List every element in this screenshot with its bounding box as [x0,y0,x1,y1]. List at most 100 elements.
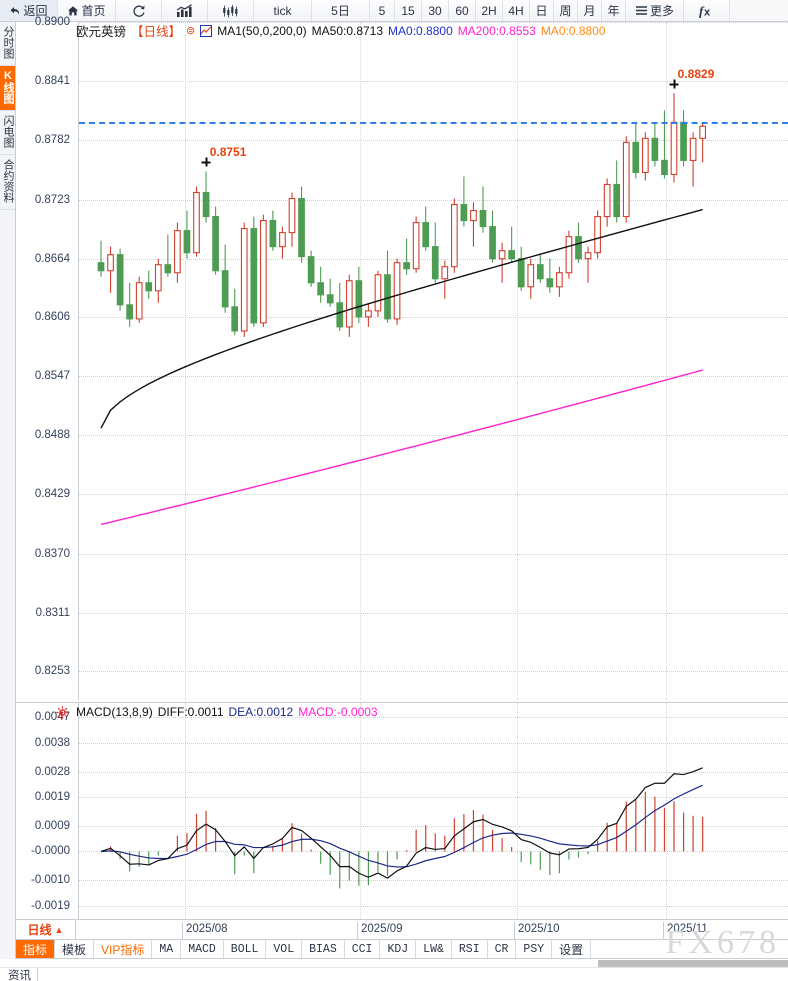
footer-tab-news[interactable]: 资讯 [2,968,38,981]
more-button[interactable]: 更多 [626,0,684,21]
timeframe-year[interactable]: 年 [602,0,626,21]
ind-psy[interactable]: PSY [516,940,553,958]
date-label: 2025/10 [514,922,560,939]
price-gridline [79,553,788,555]
macd-y-tick: 0.0038 [34,736,70,749]
chart-area: 欧元英镑 【日线】 ⊜ MA1(50,0,200,0) MA50:0.8713 … [16,16,788,919]
timeframe-month[interactable]: 月 [578,0,602,21]
ma-params: MA1(50,0,200,0) [217,23,307,38]
candlestick-button[interactable] [208,0,254,21]
sidebar-filler [0,210,15,959]
home-button[interactable]: 首页 [58,0,116,21]
price-y-tick: 0.8900 [34,16,70,28]
footer-bar: 资讯 [0,967,788,981]
macd-y-axis: 0.0047 0.0038 0.0028 0.0019 0.0009 -0.0000 -0.… [16,703,74,919]
macd-diff: DIFF:0.0011 [157,704,224,719]
macd-plot[interactable] [78,703,788,919]
bar-chart-button[interactable] [162,0,208,21]
price-vgridline [360,22,361,700]
timeframe-5d-label: 5日 [331,4,350,18]
timeframe-4h-label: 4H [508,3,524,18]
timeframe-4h[interactable]: 4H [503,0,530,21]
back-arrow-icon [9,5,21,17]
timeframe-5m[interactable]: 5 [370,0,395,21]
indicator-settings-icon[interactable] [200,24,213,37]
date-label: 2025/08 [182,922,228,939]
macd-y-tick: 0.0019 [34,791,70,804]
back-button-label: 返回 [23,4,48,18]
price-gridline [79,612,788,614]
timeframe-tick[interactable]: tick [254,0,312,21]
ind-indicators[interactable]: 指标 [16,940,56,958]
ind-settings[interactable]: 设置 [552,940,592,958]
refresh-button[interactable] [116,0,162,21]
ma200-value: MA200:0.8553 [457,23,536,38]
timeframe-5m-label: 5 [378,3,386,18]
timeframe-day[interactable]: 日 [530,0,554,21]
ind-cr[interactable]: CR [488,940,517,958]
ind-lwr[interactable]: LW& [416,940,452,958]
macd-legend: MACD(13,8,9) DIFF:0.0011 DEA:0.0012 MACD… [76,703,378,720]
price-vgridline [517,22,518,700]
refresh-icon [132,4,146,18]
sidebar-item-timeshare[interactable]: 分时图 [0,22,15,66]
ind-vol[interactable]: VOL [266,940,303,958]
macd-y-tick: 0.0028 [34,765,70,778]
ind-macd[interactable]: MACD [181,940,224,958]
period-selector-label: 日线 [27,923,52,937]
price-y-axis: 0.8900 0.8841 0.8782 0.8723 0.8664 0.8606 0.85… [16,16,74,700]
candlestick-series [97,93,706,526]
timeframe-5d[interactable]: 5日 [312,0,370,21]
macd-gridline [79,905,788,907]
horizontal-scrollbar[interactable] [16,960,788,967]
price-legend: 欧元英镑 【日线】 ⊜ MA1(50,0,200,0) MA50:0.8713 … [76,22,606,40]
ind-vip[interactable]: VIP指标 [94,940,153,958]
timeframe-month-label: 月 [583,4,596,18]
sidebar-item-lightning[interactable]: 闪电图 [0,111,15,155]
price-gridline [79,199,788,201]
macd-dea: DEA:0.0012 [228,704,294,719]
sidebar-item-kline[interactable]: K线图 [0,66,15,111]
price-panel[interactable]: 欧元英镑 【日线】 ⊜ MA1(50,0,200,0) MA50:0.8713 … [16,16,788,700]
sidebar-item-contract-info[interactable]: 合约资料 [0,155,15,210]
timeframe-tick-label: tick [273,3,292,18]
timeframe-week[interactable]: 周 [554,0,578,21]
ind-bias[interactable]: BIAS [302,940,345,958]
date-label: 2025/11 [663,922,708,939]
period-selector[interactable]: 日线 ▲ [16,920,76,939]
timeframe-15m[interactable]: 15 [395,0,422,21]
price-gridline [79,670,788,672]
indicator-toolbar: 指标 模板 VIP指标 MA MACD BOLL VOL BIAS CCI KDJ LW& RSI CR… [16,924,788,961]
ind-rsi[interactable]: RSI [452,940,488,958]
timeframe-2h[interactable]: 2H [476,0,503,21]
timeframe-60m[interactable]: 60 [449,0,476,21]
price-gridline [79,22,788,23]
price-gridline [79,140,788,142]
price-y-tick: 0.8488 [34,429,70,442]
price-plot[interactable]: 0.8751 0.8829 [78,22,788,700]
macd-settings-icon[interactable] [56,706,69,719]
macd-panel[interactable]: MACD(13,8,9) DIFF:0.0011 DEA:0.0012 MACD… [16,702,788,919]
macd-series [100,767,704,889]
ind-boll[interactable]: BOLL [224,940,267,958]
ind-ma[interactable]: MA [152,940,182,958]
ind-templates[interactable]: 模板 [55,940,95,958]
macd-title: MACD(13,8,9) [76,704,153,719]
macd-vgridline [517,703,518,919]
macd-gridline [79,880,788,882]
left-sidebar: 分时图 K线图 闪电图 合约资料 [0,22,16,959]
back-button[interactable]: 返回 [0,0,58,21]
ind-kdj[interactable]: KDJ [380,940,417,958]
ma0-blue-value: MA0:0.8800 [388,23,453,38]
high-price-marker: 0.8829 [677,67,715,82]
collapse-icon[interactable]: ⊜ [186,25,196,37]
timeframe-30m[interactable]: 30 [422,0,449,21]
candlestick-icon [222,4,239,18]
bar-chart-icon [176,3,193,18]
ind-cci[interactable]: CCI [345,940,381,958]
macd-vgridline [360,703,361,919]
timeframe-day-label: 日 [535,4,548,18]
scrollbar-thumb[interactable] [598,960,788,967]
